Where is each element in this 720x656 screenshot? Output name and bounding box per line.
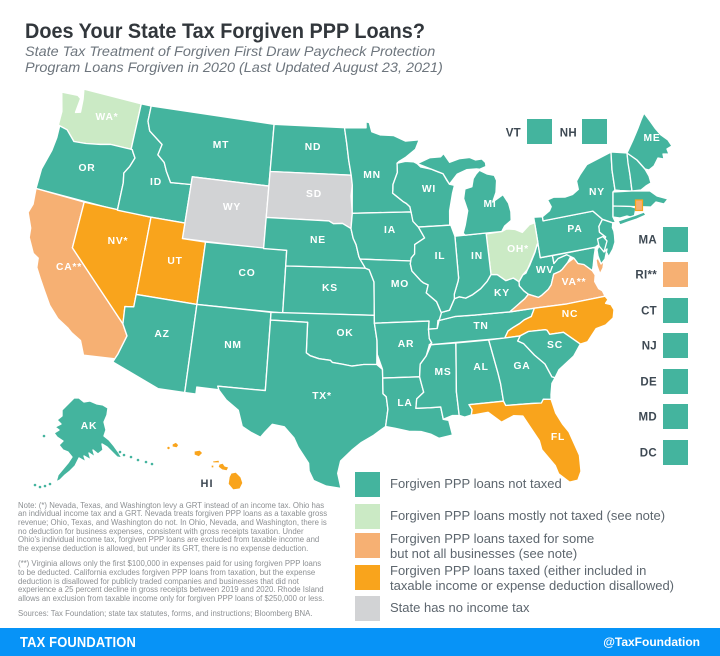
svg-text:KS: KS <box>322 283 338 294</box>
svg-text:ID: ID <box>150 177 162 188</box>
svg-text:TX*: TX* <box>312 391 332 402</box>
svg-text:NE: NE <box>310 235 326 246</box>
svg-text:KY: KY <box>494 288 510 299</box>
svg-text:DE: DE <box>640 377 657 389</box>
svg-text:CT: CT <box>641 306 657 318</box>
svg-text:MO: MO <box>391 279 409 290</box>
svg-text:SC: SC <box>547 340 563 351</box>
svg-text:GA: GA <box>513 361 530 372</box>
svg-text:OK: OK <box>336 328 353 339</box>
svg-text:VA**: VA** <box>562 277 587 288</box>
svg-text:NV*: NV* <box>108 236 129 247</box>
svg-text:HI: HI <box>201 478 214 490</box>
svg-text:AK: AK <box>81 421 97 432</box>
svg-text:IL: IL <box>435 251 446 262</box>
svg-text:AL: AL <box>473 362 488 373</box>
svg-text:IN: IN <box>471 251 483 262</box>
svg-text:NJ: NJ <box>642 341 657 353</box>
svg-text:AR: AR <box>398 339 414 350</box>
svg-text:WY: WY <box>223 202 241 213</box>
svg-text:NY: NY <box>589 187 605 198</box>
svg-text:NM: NM <box>224 340 242 351</box>
svg-text:UT: UT <box>167 256 182 267</box>
svg-text:OH*: OH* <box>507 244 529 255</box>
svg-text:OR: OR <box>78 163 95 174</box>
svg-text:CO: CO <box>238 268 255 279</box>
svg-text:WV: WV <box>536 265 554 276</box>
svg-text:MI: MI <box>483 199 496 210</box>
svg-text:MA: MA <box>639 235 658 247</box>
svg-text:MT: MT <box>213 140 229 151</box>
svg-text:CA**: CA** <box>56 262 82 273</box>
svg-text:NC: NC <box>562 309 578 320</box>
svg-text:IA: IA <box>384 225 396 236</box>
svg-text:TN: TN <box>473 321 488 332</box>
svg-text:NH: NH <box>560 128 577 140</box>
svg-text:DC: DC <box>640 448 657 460</box>
svg-text:PA: PA <box>567 224 582 235</box>
svg-text:VT: VT <box>506 128 521 140</box>
svg-text:ND: ND <box>305 142 321 153</box>
svg-text:MD: MD <box>639 412 658 424</box>
svg-text:ME: ME <box>643 133 660 144</box>
svg-text:WA*: WA* <box>96 112 119 123</box>
svg-text:LA: LA <box>397 398 412 409</box>
svg-text:MS: MS <box>434 367 451 378</box>
svg-text:WI: WI <box>422 184 436 195</box>
svg-text:FL: FL <box>551 432 565 443</box>
svg-text:RI**: RI** <box>635 270 657 282</box>
svg-text:AZ: AZ <box>154 329 169 340</box>
svg-text:MN: MN <box>363 170 381 181</box>
svg-text:SD: SD <box>306 189 322 200</box>
